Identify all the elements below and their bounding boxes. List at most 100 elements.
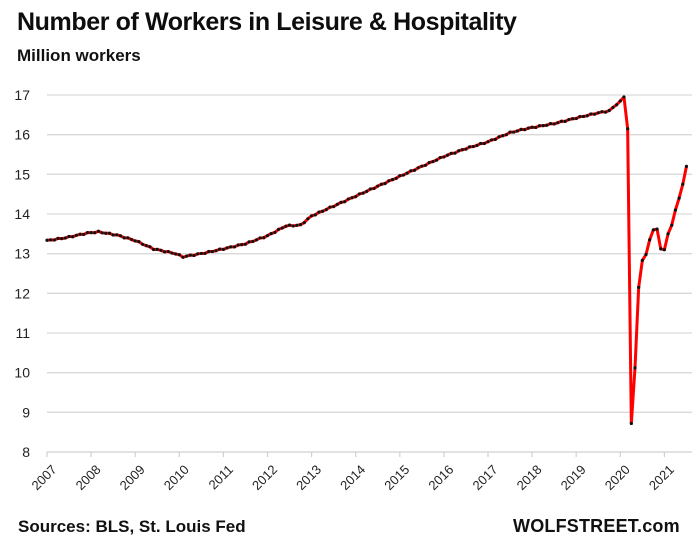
data-point	[218, 247, 222, 251]
data-point	[515, 129, 520, 133]
data-point	[63, 236, 67, 240]
x-tick-label: 2018	[514, 462, 545, 493]
data-point	[442, 155, 446, 159]
y-tick-label: 8	[22, 444, 30, 460]
x-tick-label: 2020	[602, 462, 633, 493]
data-point	[60, 236, 64, 241]
x-tick-label: 2011	[206, 462, 236, 492]
data-point	[221, 247, 225, 252]
data-point	[287, 223, 292, 227]
data-point	[548, 122, 553, 126]
data-point	[394, 176, 398, 180]
data-point	[118, 234, 123, 238]
data-point	[457, 149, 461, 153]
x-tick-label: 2013	[293, 462, 324, 493]
data-point	[563, 119, 567, 123]
data-point	[346, 197, 350, 201]
data-point	[468, 145, 472, 149]
data-point	[640, 258, 644, 263]
data-point	[519, 127, 523, 131]
data-point	[637, 285, 641, 289]
data-point	[298, 223, 303, 227]
data-point	[615, 103, 619, 107]
data-point	[313, 213, 317, 217]
data-point	[504, 133, 508, 137]
data-point	[78, 232, 82, 236]
data-point	[453, 151, 457, 155]
data-point	[493, 137, 497, 141]
data-point	[199, 251, 203, 256]
data-point	[45, 238, 49, 242]
data-point	[651, 228, 655, 232]
data-point	[140, 242, 145, 246]
data-point	[471, 144, 475, 149]
data-point	[284, 224, 288, 228]
data-point	[354, 195, 358, 199]
data-point	[486, 140, 490, 144]
data-point	[247, 240, 251, 244]
data-point	[93, 231, 97, 235]
data-point	[276, 227, 281, 231]
data-point	[626, 127, 630, 131]
data-point	[445, 153, 450, 157]
data-point	[387, 179, 391, 183]
data-point	[56, 236, 60, 240]
data-point	[570, 117, 575, 121]
data-point	[512, 130, 516, 134]
data-point	[405, 171, 409, 175]
data-point	[412, 168, 417, 172]
data-point	[464, 147, 468, 151]
data-point	[581, 114, 586, 119]
data-point	[427, 160, 431, 165]
data-point	[662, 248, 667, 252]
data-point	[170, 251, 174, 255]
x-tick-label: 2021	[646, 462, 677, 493]
data-point	[567, 117, 571, 122]
x-axis	[46, 451, 692, 457]
data-point	[104, 231, 108, 235]
data-point	[82, 232, 86, 237]
data-point	[295, 223, 299, 227]
data-point	[122, 236, 126, 240]
data-point	[71, 235, 75, 239]
data-point	[655, 227, 659, 231]
data-point	[420, 164, 424, 168]
data-point	[365, 189, 369, 193]
data-point	[96, 229, 101, 233]
chart-subtitle: Million workers	[17, 46, 141, 65]
data-point	[232, 245, 237, 249]
data-point	[434, 158, 439, 162]
data-point	[475, 143, 479, 148]
y-tick-label: 9	[22, 404, 30, 420]
data-point	[629, 421, 633, 426]
data-point	[523, 128, 527, 132]
data-point	[177, 253, 181, 257]
data-point	[368, 187, 372, 191]
y-tick-label: 11	[15, 325, 30, 341]
data-point	[372, 186, 376, 191]
data-point	[438, 155, 442, 160]
data-point	[633, 366, 637, 370]
y-tick-label: 16	[14, 127, 30, 143]
data-point	[482, 141, 486, 146]
data-point	[207, 249, 211, 254]
data-point	[111, 233, 115, 237]
data-point	[666, 232, 670, 236]
data-point	[74, 233, 78, 237]
data-point	[589, 112, 593, 116]
data-point	[89, 231, 93, 235]
data-point	[203, 251, 207, 255]
data-point	[644, 252, 648, 257]
data-point	[310, 214, 314, 218]
data-point	[670, 223, 674, 227]
data-point	[552, 122, 556, 126]
brand-watermark: WOLFSTREET.com	[513, 516, 680, 536]
data-point	[210, 249, 214, 254]
data-point	[159, 248, 163, 252]
data-point	[659, 247, 663, 251]
y-tick-label: 13	[14, 246, 30, 262]
data-point	[302, 221, 306, 225]
data-point	[677, 196, 681, 200]
data-point	[398, 174, 402, 178]
